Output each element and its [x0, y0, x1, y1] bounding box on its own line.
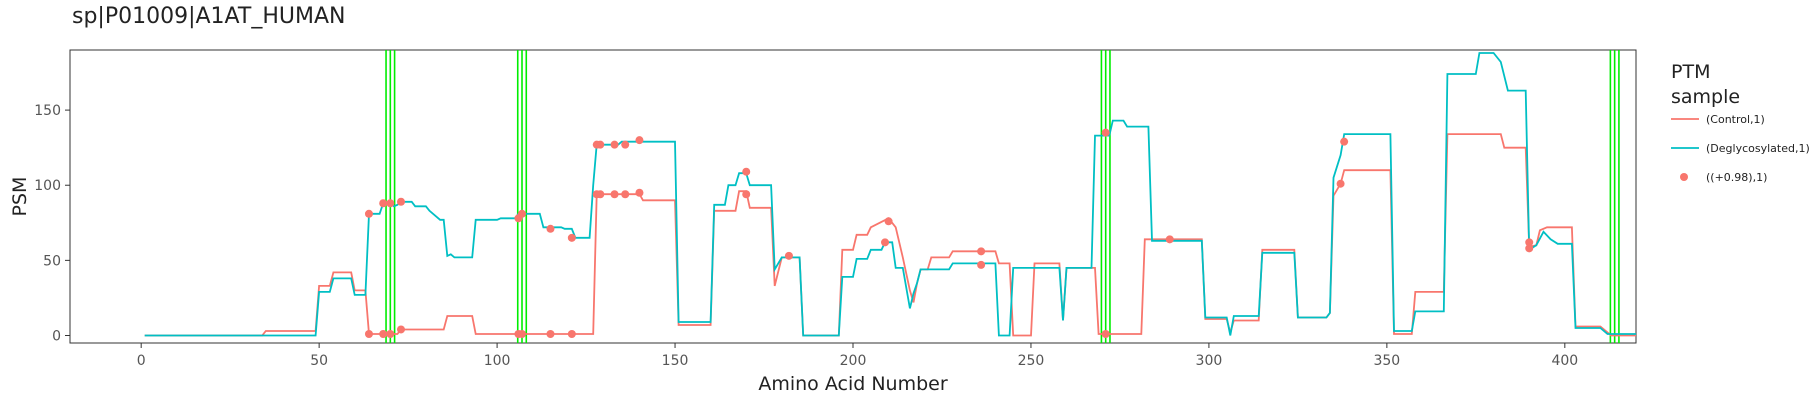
x-tick-label: 250: [1018, 353, 1045, 369]
legend-title-ptm: PTM: [1671, 61, 1710, 83]
y-tick-label: 0: [52, 328, 61, 344]
ptm-point: [546, 224, 555, 233]
ptm-point: [386, 199, 395, 208]
series-line-deglycosylated: [144, 52, 1636, 337]
x-tick-label: 150: [662, 353, 689, 369]
ptm-point: [1101, 329, 1110, 338]
chart-title: sp|P01009|A1AT_HUMAN: [72, 4, 345, 29]
legend-item: (Control,1): [1671, 113, 1765, 126]
legend-label: (Deglycosylated,1): [1706, 142, 1810, 155]
plot-frame: [69, 49, 1637, 344]
y-axis: 0 50 100 150: [34, 103, 70, 344]
legend-item: (Deglycosylated,1): [1671, 142, 1810, 155]
ptm-point: [977, 260, 986, 269]
points-layer: [364, 128, 1534, 338]
ptm-point: [610, 190, 619, 199]
legend-item: ((+0.98),1): [1680, 171, 1767, 184]
x-tick-label: 300: [1196, 353, 1223, 369]
x-tick-label: 50: [310, 353, 328, 369]
ptm-point: [784, 251, 793, 260]
y-axis-title: PSM: [9, 177, 31, 217]
x-tick-label: 100: [484, 353, 511, 369]
ptm-point: [977, 247, 986, 256]
ptm-point: [742, 167, 751, 176]
y-tick-label: 100: [34, 178, 61, 194]
ptm-point: [1336, 179, 1345, 188]
ptm-point: [596, 190, 605, 199]
ptm-point: [610, 140, 619, 149]
legend-key-point: [1680, 173, 1688, 181]
x-axis: 0 50 100 150 200 250 300 350 400: [137, 343, 1578, 369]
glycosylation-site-marker: [1100, 50, 1111, 343]
ptm-point: [621, 140, 630, 149]
legend-label: (Control,1): [1706, 113, 1765, 126]
glycosylation-site-marker: [1609, 50, 1620, 343]
ptm-point: [546, 329, 555, 338]
ptm-point: [518, 209, 527, 218]
ptm-point: [518, 329, 527, 338]
legend-title-sample: sample: [1671, 86, 1740, 108]
ptm-point: [742, 190, 751, 199]
ptm-point: [1525, 244, 1534, 253]
ptm-point: [621, 190, 630, 199]
ptm-point: [379, 199, 388, 208]
legend: PTM sample (Control,1) (Deglycosylated,1)…: [1671, 61, 1810, 184]
ptm-point: [567, 329, 576, 338]
ptm-point: [364, 329, 373, 338]
x-tick-label: 350: [1373, 353, 1400, 369]
ptm-point: [596, 140, 605, 149]
glycosylation-site-marker: [516, 50, 528, 343]
ptm-point: [396, 197, 405, 206]
plot-area: [69, 49, 1637, 344]
ptm-point: [396, 325, 405, 334]
ptm-point: [1340, 137, 1349, 146]
legend-label: ((+0.98),1): [1706, 171, 1767, 184]
ptm-point: [1165, 235, 1174, 244]
ptm-point: [386, 329, 395, 338]
ptm-point: [635, 188, 644, 197]
ptm-point: [567, 233, 576, 242]
x-axis-title: Amino Acid Number: [758, 373, 947, 395]
ptm-point: [379, 329, 388, 338]
ptm-point: [884, 217, 893, 226]
y-tick-label: 150: [34, 103, 61, 119]
glycosylation-sites: [385, 50, 1620, 343]
glycosylation-site-marker: [385, 50, 396, 343]
x-tick-label: 400: [1551, 353, 1578, 369]
ptm-point: [881, 238, 890, 247]
ptm-point: [364, 209, 373, 218]
ptm-point: [1525, 238, 1534, 247]
ptm-point: [635, 136, 644, 145]
y-tick-label: 50: [43, 253, 61, 269]
ptm-point: [1101, 128, 1110, 137]
x-tick-label: 0: [137, 353, 146, 369]
x-tick-label: 200: [840, 353, 867, 369]
